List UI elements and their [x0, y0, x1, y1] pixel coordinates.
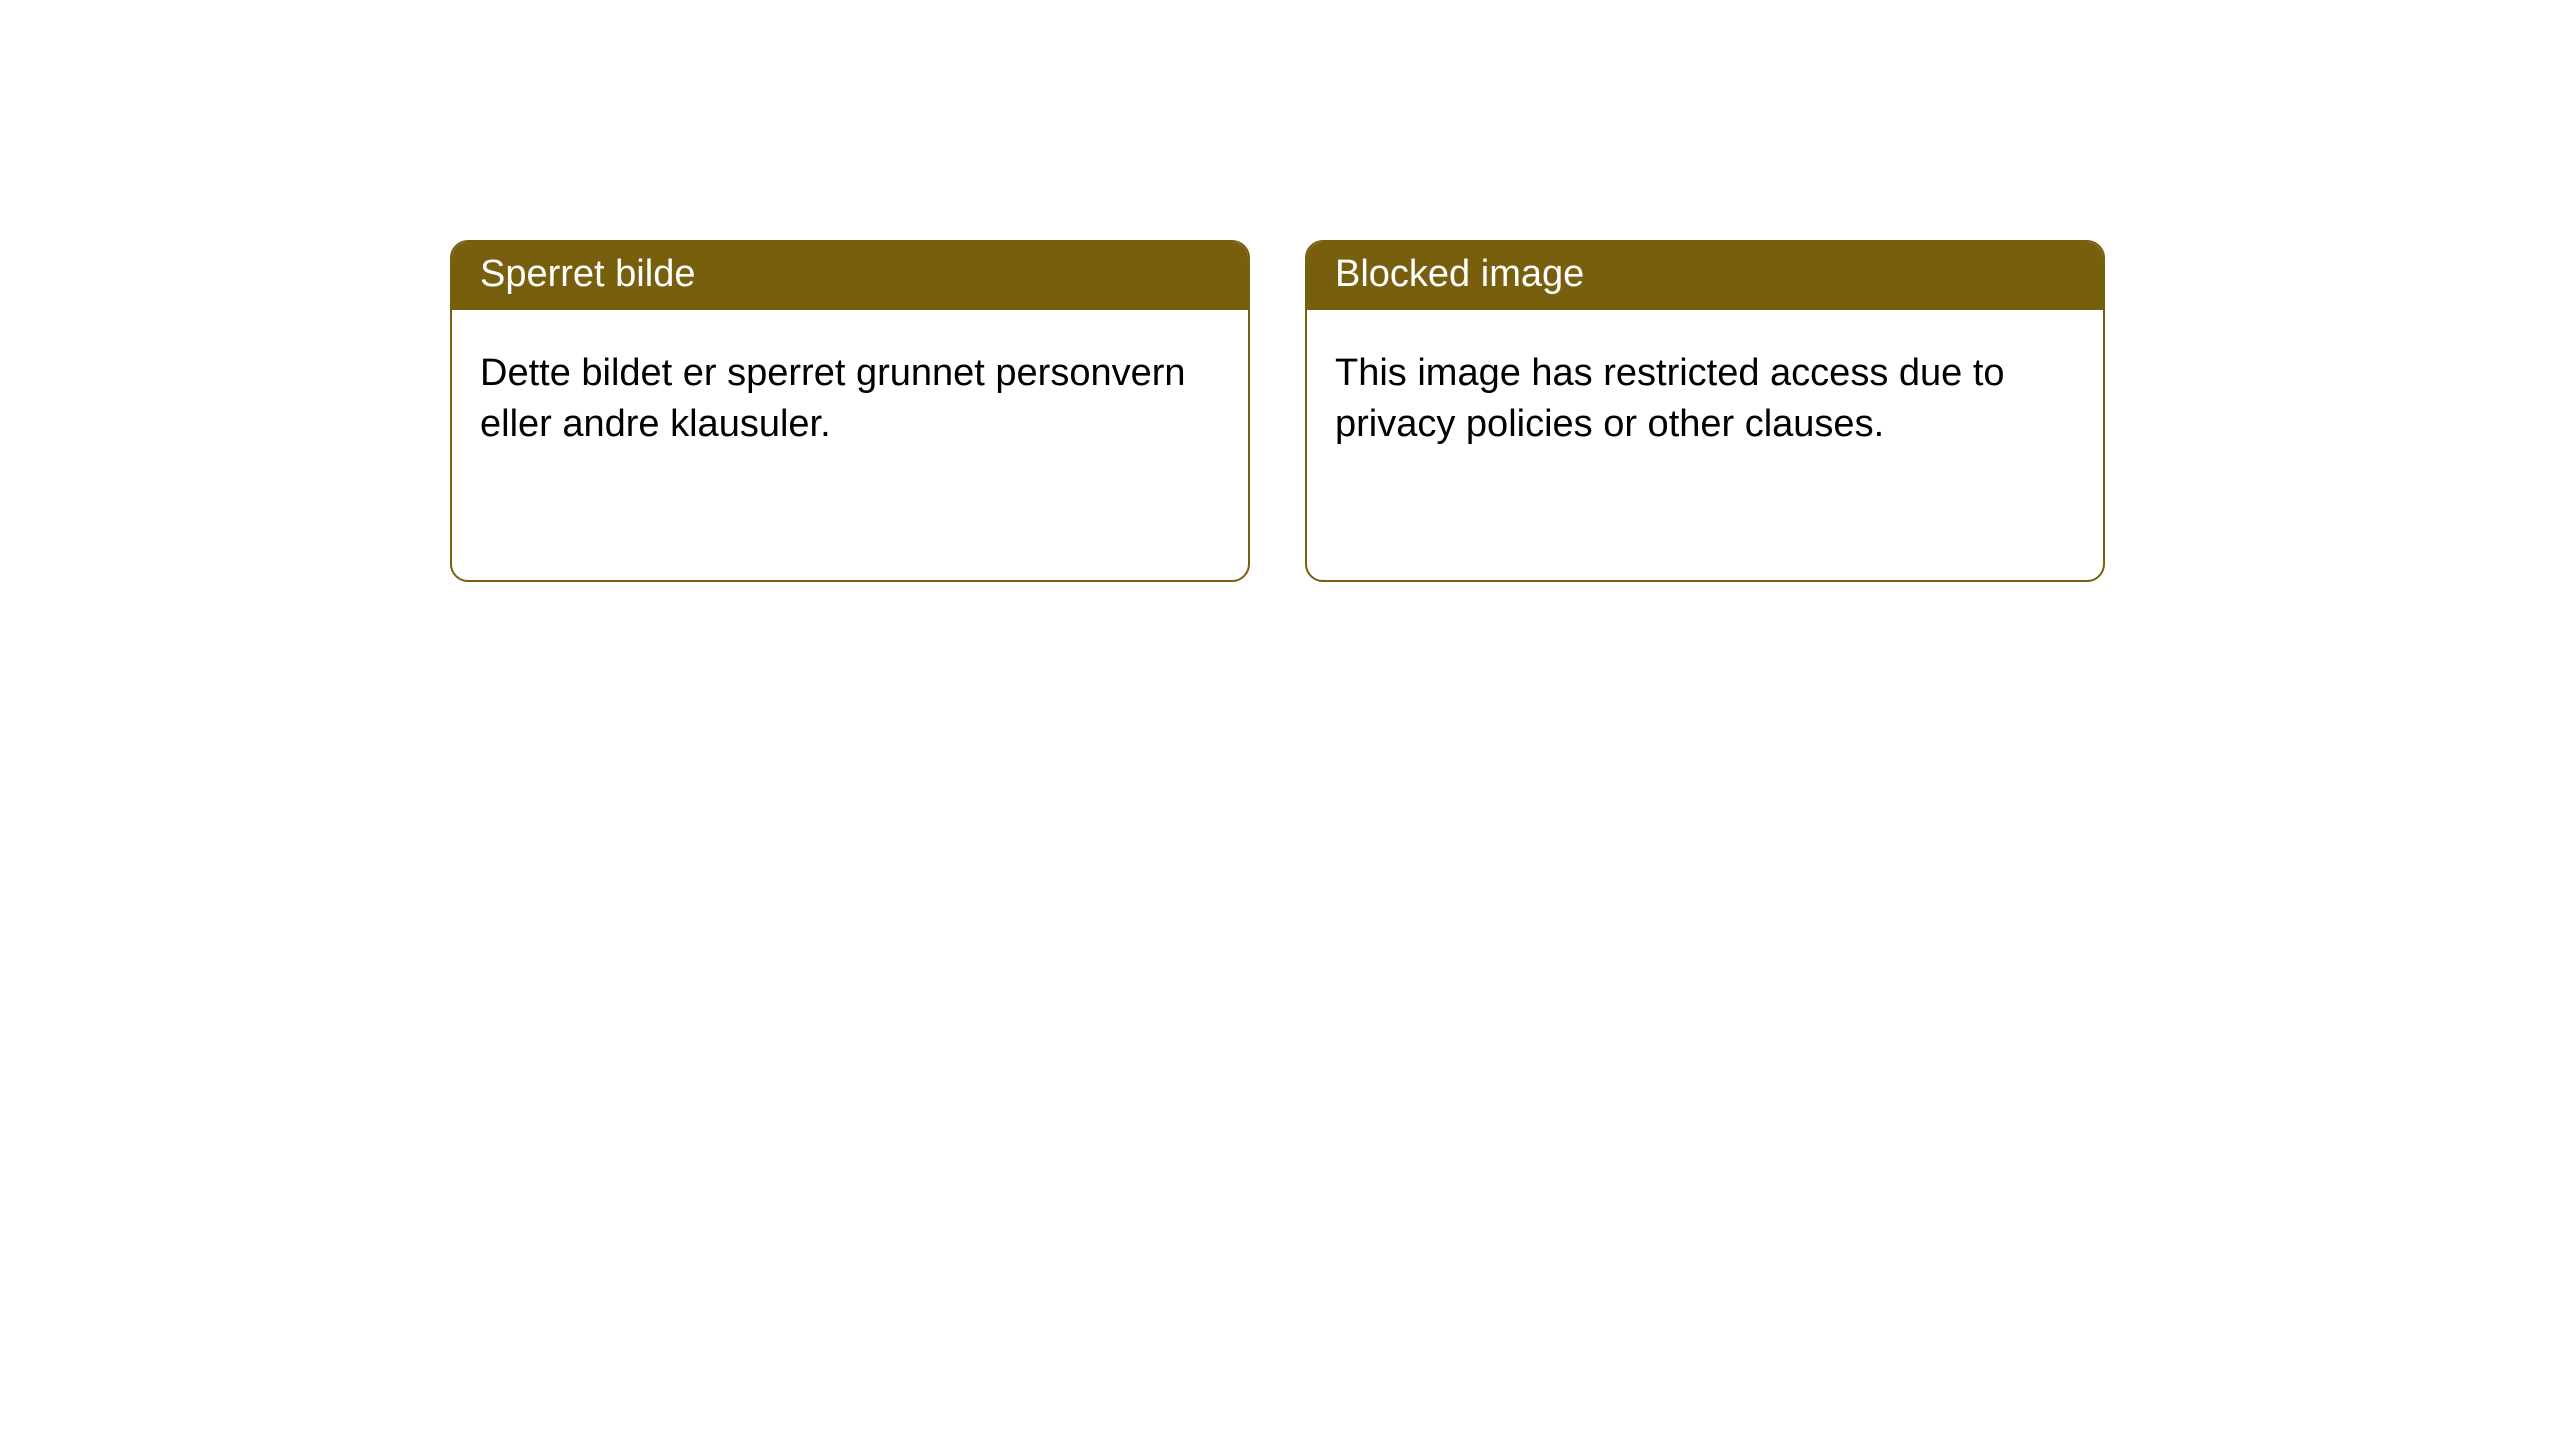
- notice-title-english: Blocked image: [1307, 242, 2103, 310]
- notice-message-english: This image has restricted access due to …: [1307, 310, 2103, 580]
- notice-card-english: Blocked image This image has restricted …: [1305, 240, 2105, 582]
- notice-title-norwegian: Sperret bilde: [452, 242, 1248, 310]
- notice-container: Sperret bilde Dette bildet er sperret gr…: [450, 240, 2105, 582]
- notice-message-norwegian: Dette bildet er sperret grunnet personve…: [452, 310, 1248, 580]
- notice-card-norwegian: Sperret bilde Dette bildet er sperret gr…: [450, 240, 1250, 582]
